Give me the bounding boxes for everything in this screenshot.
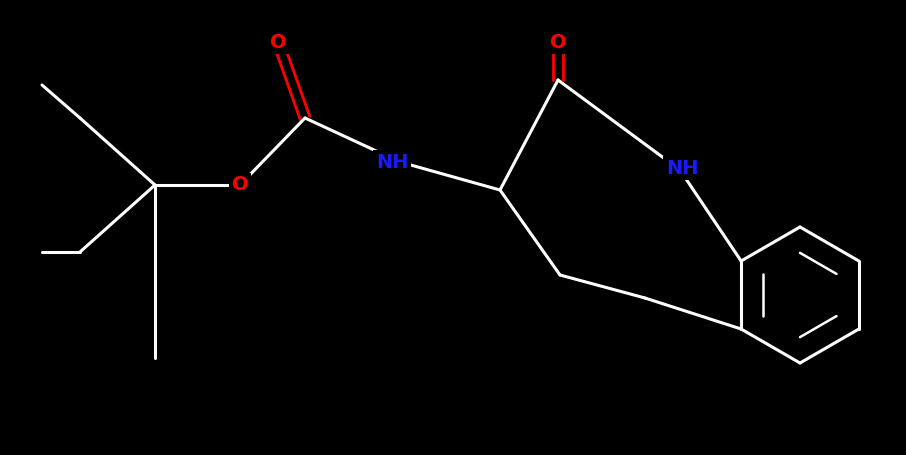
Text: O: O: [270, 32, 286, 51]
Text: O: O: [232, 176, 248, 194]
Text: O: O: [550, 32, 566, 51]
Text: NH: NH: [666, 158, 699, 177]
Text: NH: NH: [376, 152, 409, 172]
